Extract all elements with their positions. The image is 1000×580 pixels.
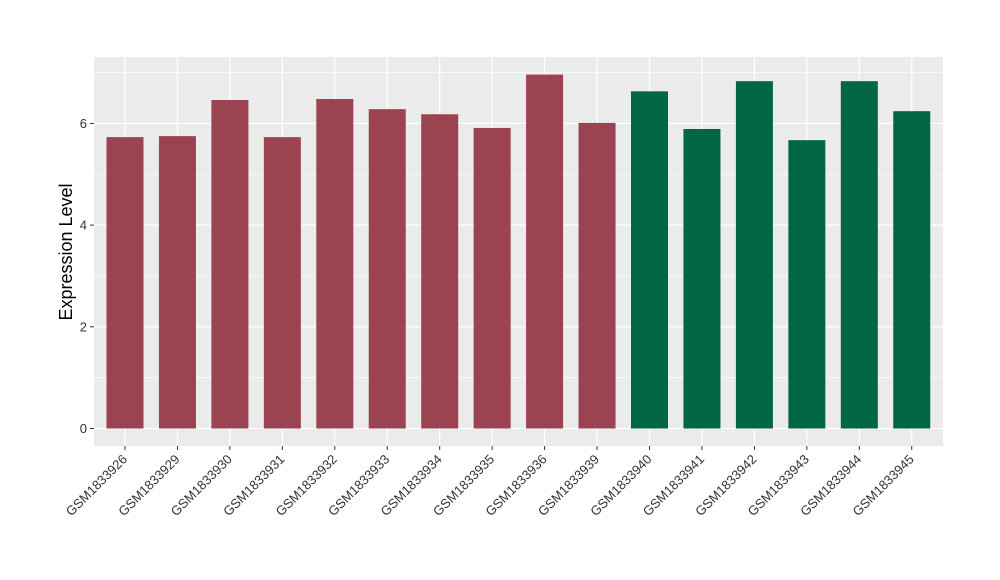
bars — [106, 74, 931, 429]
bar-GSM1833939 — [578, 122, 616, 429]
y-axis: 0 2 4 6 — [80, 116, 94, 436]
bar-GSM1833935 — [473, 127, 511, 429]
bar-GSM1833926 — [106, 137, 144, 429]
bar-GSM1833942 — [735, 81, 773, 429]
bar-GSM1833945 — [893, 111, 931, 429]
bar-GSM1833936 — [526, 74, 564, 429]
y-tick-label: 4 — [80, 218, 87, 233]
bar-GSM1833929 — [158, 136, 196, 429]
y-tick-label: 0 — [80, 421, 87, 436]
bar-GSM1833940 — [631, 91, 668, 429]
bar-GSM1833932 — [316, 98, 354, 429]
y-tick-label: 2 — [80, 319, 87, 334]
bar-GSM1833933 — [368, 109, 406, 429]
y-axis-title: Expression Level — [56, 183, 76, 320]
bar-GSM1833941 — [683, 128, 721, 429]
bar-GSM1833934 — [421, 114, 459, 429]
bar-GSM1833943 — [788, 140, 826, 429]
x-axis: GSM1833926GSM1833929GSM1833930GSM1833931… — [63, 446, 917, 519]
y-tick-label: 6 — [80, 116, 87, 131]
bar-GSM1833944 — [840, 81, 878, 429]
bar-GSM1833930 — [211, 100, 249, 429]
bar-GSM1833931 — [263, 137, 301, 429]
